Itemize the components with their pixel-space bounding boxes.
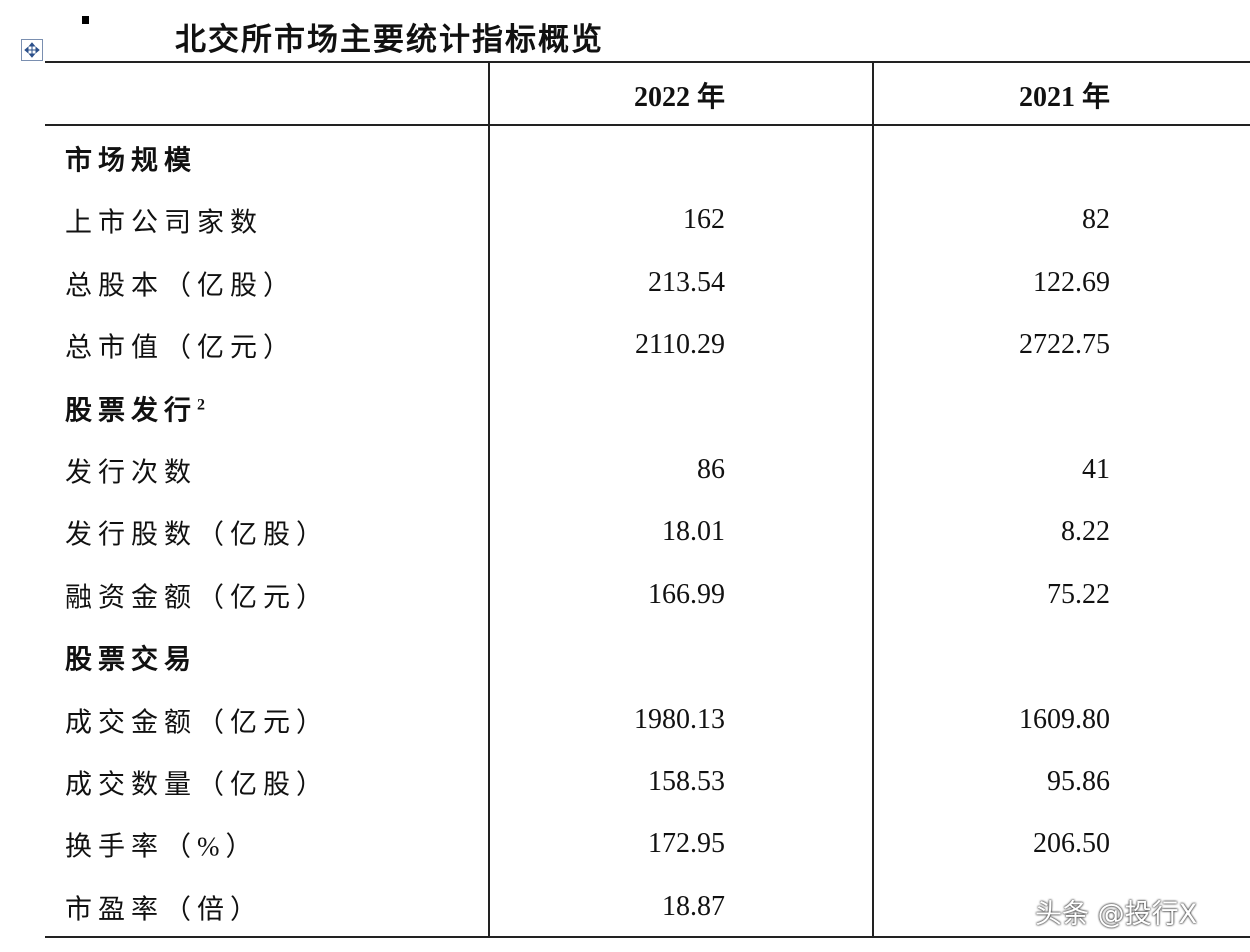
column-header: 2021 年 — [1018, 82, 1110, 113]
cell-value: 2110.29 — [635, 329, 725, 361]
section-label: 股票发行2 — [65, 395, 205, 426]
cell-value: 213.54 — [648, 266, 725, 298]
move-handle[interactable] — [21, 39, 43, 61]
cell-value: 18.87 — [662, 890, 725, 922]
footnote-mark: 2 — [197, 396, 205, 414]
row-label: 市盈率（倍） — [65, 894, 263, 925]
row-label: 成交金额（亿元） — [65, 707, 329, 738]
section-label: 市场规模 — [65, 145, 197, 176]
cell-value: 18.01 — [662, 516, 725, 548]
cell-value: 1609.80 — [1019, 703, 1110, 735]
cell-value: 8.22 — [1061, 516, 1110, 548]
cell-value: 162 — [683, 204, 725, 236]
cell-value: 158.53 — [648, 766, 725, 797]
row-label: 换手率（%） — [65, 831, 259, 862]
header-bottom-line — [45, 124, 1250, 126]
cell-value: 82 — [1082, 204, 1110, 236]
cell-value: 86 — [697, 454, 725, 485]
row-label: 上市公司家数 — [65, 207, 263, 238]
cell-value: 206.50 — [1033, 828, 1110, 860]
table-bottom-line — [45, 936, 1250, 938]
table-top-line — [45, 61, 1250, 63]
cell-value: 166.99 — [648, 578, 725, 610]
row-label: 发行次数 — [65, 457, 197, 488]
cell-value: 1980.13 — [634, 703, 725, 735]
bullet — [82, 16, 89, 24]
row-label: 成交数量（亿股） — [65, 769, 329, 800]
watermark: 头条 @投行X — [1035, 899, 1198, 930]
cell-value: 2722.75 — [1019, 329, 1110, 361]
cell-value: 122.69 — [1033, 266, 1110, 298]
row-label: 发行股数（亿股） — [65, 519, 329, 550]
cell-value: 41 — [1082, 454, 1110, 485]
cell-value: 75.22 — [1047, 578, 1110, 610]
cell-value: 95.86 — [1047, 766, 1110, 797]
row-label: 总市值（亿元） — [65, 332, 296, 363]
title: 北交所市场主要统计指标概览 — [175, 22, 604, 57]
row-label: 融资金额（亿元） — [65, 582, 329, 613]
column-line — [872, 61, 874, 938]
column-line — [488, 61, 490, 938]
row-label: 总股本（亿股） — [65, 270, 296, 301]
column-header: 2022 年 — [633, 82, 725, 113]
section-label: 股票交易 — [65, 644, 197, 675]
cell-value: 172.95 — [648, 828, 725, 860]
